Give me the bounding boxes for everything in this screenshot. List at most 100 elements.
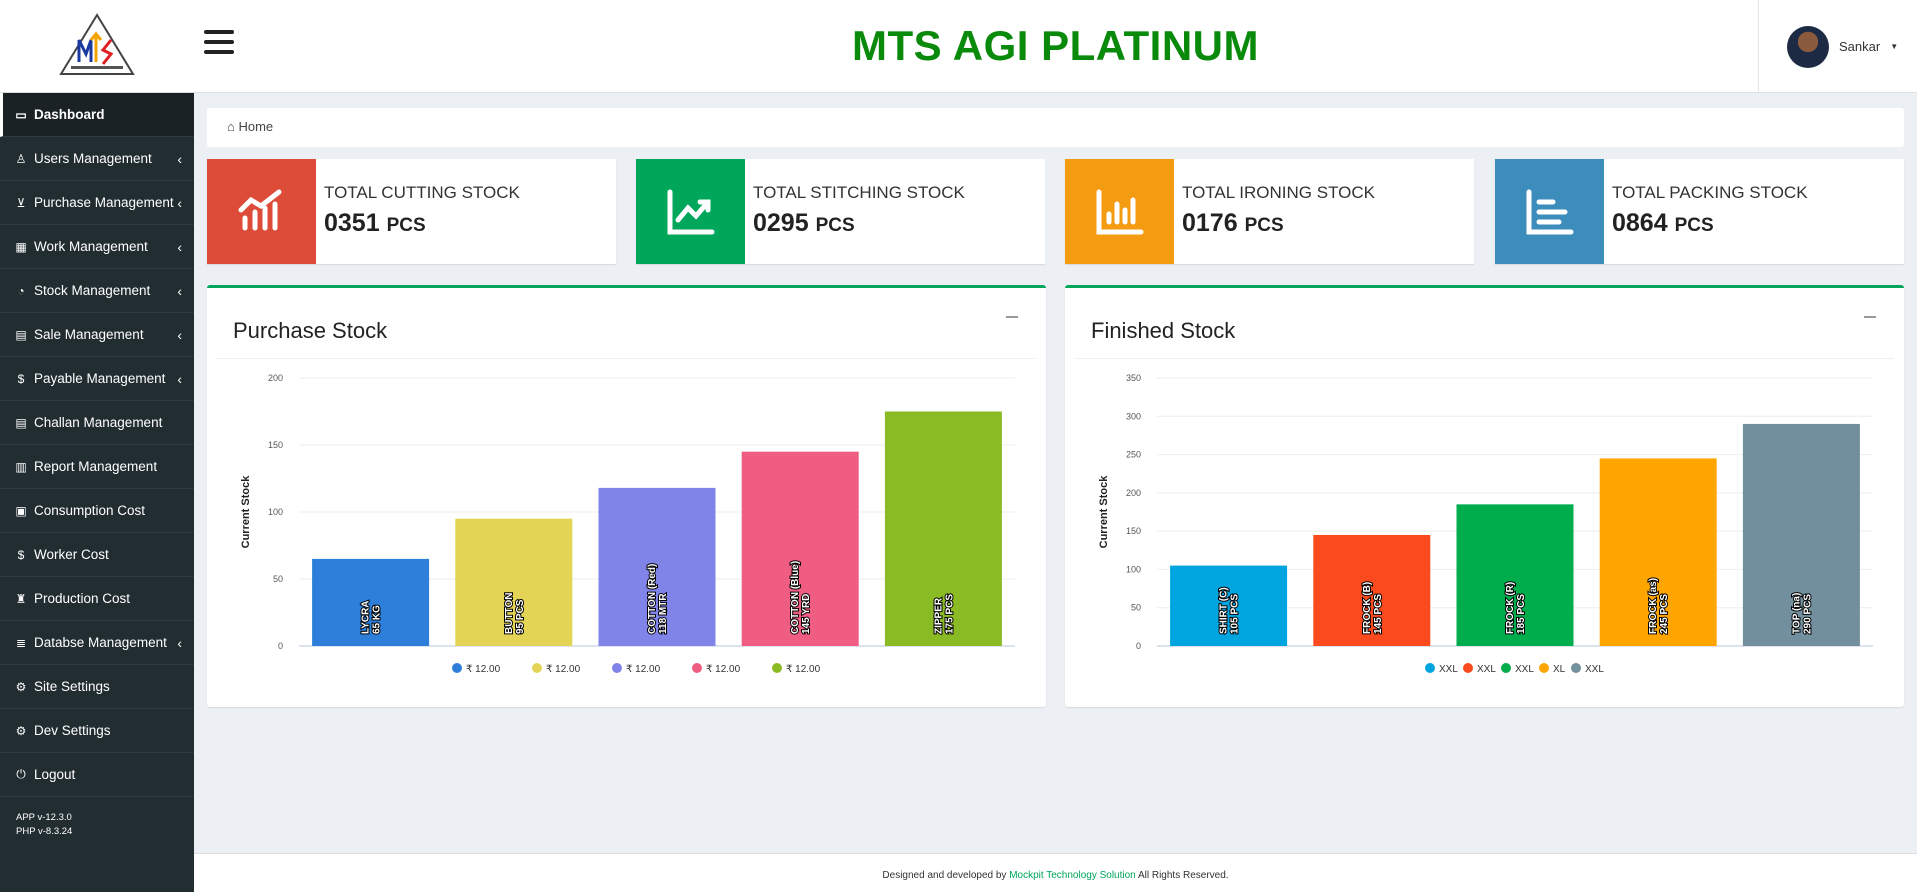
- bar-label: SHIRT (C)105 PCS: [1219, 587, 1241, 634]
- chevron-left-icon: ‹: [177, 282, 182, 299]
- minimize-icon[interactable]: [1006, 316, 1018, 318]
- legend-marker: [772, 663, 782, 673]
- bar: [1742, 423, 1860, 646]
- sidebar-item-logout[interactable]: ⏻ Logout: [0, 753, 194, 797]
- sidebar-item-users-management[interactable]: ♙ Users Management ‹: [0, 137, 194, 181]
- footer-text: Designed and developed by: [882, 870, 1010, 881]
- sidebar-item-consumption-cost[interactable]: ▣ Consumption Cost: [0, 489, 194, 533]
- breadcrumb-home[interactable]: Home: [238, 119, 274, 134]
- sidebar-item-label: Report Management: [34, 459, 158, 474]
- stat-unit: PCS: [386, 215, 426, 236]
- bar-label: FROCK (as)245 PCS: [1648, 578, 1670, 634]
- bar-category: BUTTON: [504, 593, 515, 634]
- sidebar-item-production-cost[interactable]: ♜ Production Cost: [0, 577, 194, 621]
- sidebar-item-label: Payable Management: [34, 371, 166, 386]
- y-tick-label: 0: [278, 641, 283, 651]
- bar: [741, 451, 859, 646]
- home-icon: ⌂: [227, 119, 235, 134]
- monitor-icon: ▭: [15, 107, 27, 122]
- database-icon: ≣: [15, 635, 27, 650]
- minimize-icon[interactable]: [1864, 316, 1876, 318]
- legend-label: ₹ 12.00: [546, 664, 581, 675]
- chevron-left-icon: ‹: [177, 194, 182, 211]
- sidebar-item-dashboard[interactable]: ▭ Dashboard: [0, 93, 194, 137]
- sidebar-item-work-management[interactable]: ▦ Work Management ‹: [0, 225, 194, 269]
- sidebar-item-databse-management[interactable]: ≣ Databse Management ‹: [0, 621, 194, 665]
- sidebar-item-label: Production Cost: [34, 591, 131, 606]
- sidebar-item-label: Consumption Cost: [34, 503, 146, 518]
- stat-label: TOTAL STITCHING STOCK: [753, 183, 965, 202]
- bar-label: FROCK (R)185 PCS: [1505, 582, 1527, 634]
- bar-value: 175 PCS: [944, 594, 955, 634]
- sidebar-item-site-settings[interactable]: ⚙ Site Settings: [0, 665, 194, 709]
- stitching-trend-icon: [667, 189, 714, 234]
- stat-label: TOTAL PACKING STOCK: [1612, 183, 1808, 202]
- bar-value: 118 MTR: [658, 593, 669, 634]
- bar-category: COTTON (Blue): [790, 561, 801, 634]
- legend-marker: [532, 663, 542, 673]
- breadcrumb: ⌂ Home: [207, 108, 1904, 147]
- stat-unit: PCS: [815, 215, 855, 236]
- bar: [884, 411, 1002, 646]
- gear-icon: ⚙: [15, 679, 27, 694]
- y-tick-label: 250: [1126, 450, 1141, 460]
- bar-label: ZIPPER175 PCS: [933, 594, 955, 634]
- legend-label: XXL: [1439, 664, 1458, 675]
- sidebar-item-dev-settings[interactable]: ⚙ Dev Settings: [0, 709, 194, 753]
- bar-label: TOP (na)290 PCS: [1791, 593, 1813, 634]
- user-icon: ♙: [15, 151, 27, 166]
- chevron-left-icon: ‹: [177, 634, 182, 651]
- chevron-left-icon: ‹: [177, 370, 182, 387]
- company-link[interactable]: Mockpit Technology Solution: [1009, 870, 1136, 881]
- top-header: MTS AGI PLATINUM Sankar ▼: [194, 0, 1917, 93]
- bar-category: FROCK (as): [1648, 578, 1659, 634]
- y-tick-label: 100: [1126, 564, 1141, 574]
- legend-label: ₹ 12.00: [626, 664, 661, 675]
- sidebar-item-sale-management[interactable]: ▤ Sale Management ‹: [0, 313, 194, 357]
- bar-value: 185 PCS: [1516, 594, 1527, 634]
- pie-icon: ◔: [17, 283, 25, 298]
- footer-text: All Rights Reserved.: [1135, 870, 1229, 881]
- bar-category: LYCRA: [361, 600, 372, 634]
- chevron-left-icon: ‹: [177, 238, 182, 255]
- footer: Designed and developed by Mockpit Techno…: [194, 853, 1917, 892]
- legend-label: ₹ 12.00: [706, 664, 741, 675]
- menu-toggle-icon[interactable]: [204, 30, 234, 56]
- work-icon: ▦: [15, 239, 27, 254]
- bar-category: TOP (na): [1791, 593, 1802, 634]
- packing-list-icon: [1526, 189, 1573, 234]
- gear-icon: ⚙: [15, 723, 27, 738]
- stat-label: TOTAL IRONING STOCK: [1182, 183, 1376, 202]
- sidebar-item-label: Databse Management: [34, 635, 167, 650]
- sidebar-item-purchase-management[interactable]: ⊻ Purchase Management ‹: [0, 181, 194, 225]
- bar: [1170, 565, 1288, 646]
- bar-value: 245 PCS: [1659, 594, 1670, 634]
- sidebar-item-challan-management[interactable]: ▤ Challan Management: [0, 401, 194, 445]
- chevron-left-icon: ‹: [177, 326, 182, 343]
- sidebar: ▭ Dashboard ♙ Users Management ‹ ⊻ Purchase Ma…: [0, 93, 194, 892]
- sidebar-item-label: Sale Management: [34, 327, 144, 342]
- stat-box: TOTAL CUTTING STOCK 0351 PCS: [207, 159, 616, 264]
- logo[interactable]: [0, 0, 194, 93]
- bar-category: ZIPPER: [933, 597, 944, 634]
- bar-category: FROCK (R): [1505, 582, 1516, 634]
- php-version: PHP v-8.3.24: [16, 826, 73, 837]
- y-tick-label: 300: [1126, 411, 1141, 421]
- user-name: Sankar: [1839, 39, 1881, 54]
- stat-unit: PCS: [1244, 215, 1284, 236]
- mts-logo-icon: [59, 13, 135, 75]
- sidebar-item-stock-management[interactable]: ◔ Stock Management ‹: [0, 269, 194, 313]
- sidebar-item-worker-cost[interactable]: $ Worker Cost: [0, 533, 194, 577]
- app-title: MTS AGI PLATINUM: [852, 22, 1259, 69]
- stat-unit: PCS: [1674, 215, 1714, 236]
- y-tick-label: 150: [268, 440, 283, 450]
- bag-icon: ♜: [15, 591, 27, 606]
- user-menu[interactable]: Sankar ▼: [1758, 0, 1917, 93]
- finished-stock-card: Finished Stock 0 50 100 150 200 250 300 350 Curr…: [1065, 285, 1904, 707]
- legend-marker: [1501, 663, 1511, 673]
- sidebar-item-label: Purchase Management: [34, 195, 174, 210]
- bar-label: LYCRA65 KG: [361, 600, 383, 634]
- y-tick-label: 200: [268, 373, 283, 383]
- sidebar-item-report-management[interactable]: ▥ Report Management: [0, 445, 194, 489]
- sidebar-item-payable-management[interactable]: $ Payable Management ‹: [0, 357, 194, 401]
